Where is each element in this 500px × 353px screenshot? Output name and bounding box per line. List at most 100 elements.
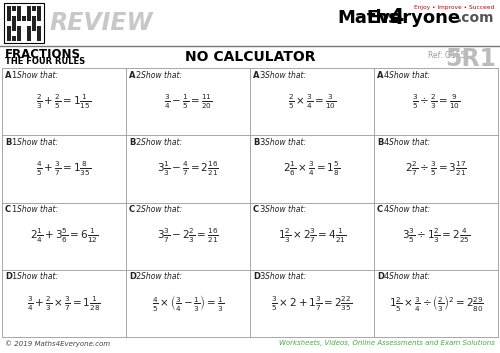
Bar bbox=[12, 21, 16, 25]
Bar bbox=[26, 6, 31, 11]
Text: Show that:: Show that: bbox=[141, 71, 182, 79]
Bar bbox=[26, 26, 31, 30]
Bar bbox=[4, 3, 44, 43]
Text: Show that:: Show that: bbox=[17, 71, 58, 79]
Bar bbox=[16, 16, 21, 20]
Text: Show that:: Show that: bbox=[265, 71, 306, 79]
Bar bbox=[16, 31, 21, 36]
Text: Worksheets, Videos, Online Assessments and Exam Solutions: Worksheets, Videos, Online Assessments a… bbox=[279, 340, 495, 346]
Text: B: B bbox=[377, 138, 384, 147]
Text: Show that:: Show that: bbox=[17, 138, 58, 147]
Text: .com: .com bbox=[456, 11, 494, 25]
Text: A: A bbox=[377, 71, 384, 79]
Text: A: A bbox=[129, 71, 136, 79]
Bar bbox=[36, 16, 41, 20]
Bar bbox=[6, 6, 11, 11]
Bar bbox=[36, 11, 41, 16]
Text: 2: 2 bbox=[136, 205, 141, 214]
Bar bbox=[36, 31, 41, 36]
Text: C: C bbox=[5, 205, 11, 214]
Text: 4: 4 bbox=[384, 272, 389, 281]
Bar bbox=[6, 11, 11, 16]
Text: Show that:: Show that: bbox=[389, 272, 430, 281]
Text: $3\frac{1}{3}-\frac{4}{7}=2\frac{16}{21}$: $3\frac{1}{3}-\frac{4}{7}=2\frac{16}{21}… bbox=[157, 160, 219, 178]
Bar bbox=[36, 6, 41, 11]
Text: $1\frac{2}{3}\times2\frac{3}{7}=4\frac{1}{21}$: $1\frac{2}{3}\times2\frac{3}{7}=4\frac{1… bbox=[278, 227, 346, 245]
Text: © 2019 Maths4Everyone.com: © 2019 Maths4Everyone.com bbox=[5, 340, 110, 347]
Text: Show that:: Show that: bbox=[265, 138, 306, 147]
Bar bbox=[12, 6, 16, 11]
Text: $3\frac{3}{5}\div1\frac{2}{3}=2\frac{4}{25}$: $3\frac{3}{5}\div1\frac{2}{3}=2\frac{4}{… bbox=[402, 227, 470, 245]
Text: $\frac{4}{5}\times\left(\frac{3}{4}-\frac{1}{3}\right)=\frac{1}{3}$: $\frac{4}{5}\times\left(\frac{3}{4}-\fra… bbox=[152, 293, 224, 313]
Text: B: B bbox=[5, 138, 12, 147]
Text: D: D bbox=[5, 272, 12, 281]
Text: $2\frac{1}{4}+3\frac{5}{6}=6\frac{1}{12}$: $2\frac{1}{4}+3\frac{5}{6}=6\frac{1}{12}… bbox=[30, 227, 98, 245]
Text: 3: 3 bbox=[260, 205, 265, 214]
Text: 2: 2 bbox=[136, 138, 141, 147]
Bar bbox=[2, 68, 498, 337]
Bar bbox=[6, 16, 11, 20]
Text: 1: 1 bbox=[12, 138, 17, 147]
Bar bbox=[16, 6, 21, 11]
Text: D: D bbox=[253, 272, 260, 281]
Text: 3: 3 bbox=[260, 71, 265, 79]
Text: 1: 1 bbox=[12, 272, 17, 281]
Text: 2: 2 bbox=[136, 272, 141, 281]
Text: $2\frac{2}{7}\div\frac{3}{5}=3\frac{17}{21}$: $2\frac{2}{7}\div\frac{3}{5}=3\frac{17}{… bbox=[405, 160, 467, 178]
Text: REVIEW: REVIEW bbox=[50, 11, 154, 35]
Text: 2: 2 bbox=[136, 71, 141, 79]
Text: 4: 4 bbox=[384, 138, 389, 147]
Bar bbox=[6, 36, 11, 41]
Text: Show that:: Show that: bbox=[265, 205, 306, 214]
Text: $3\frac{3}{7}-2\frac{2}{3}=\frac{16}{21}$: $3\frac{3}{7}-2\frac{2}{3}=\frac{16}{21}… bbox=[157, 227, 219, 245]
Text: THE FOUR RULES: THE FOUR RULES bbox=[5, 58, 85, 66]
Text: D: D bbox=[377, 272, 384, 281]
Text: 4: 4 bbox=[390, 8, 404, 28]
Text: Show that:: Show that: bbox=[265, 272, 306, 281]
Bar bbox=[22, 16, 26, 20]
Text: Show that:: Show that: bbox=[141, 205, 182, 214]
Text: $\frac{4}{5}+\frac{3}{7}=1\frac{8}{35}$: $\frac{4}{5}+\frac{3}{7}=1\frac{8}{35}$ bbox=[36, 160, 92, 178]
Text: A: A bbox=[253, 71, 260, 79]
Text: 4: 4 bbox=[384, 205, 389, 214]
Text: Show that:: Show that: bbox=[389, 138, 430, 147]
Text: 3: 3 bbox=[260, 138, 265, 147]
Text: Everyone: Everyone bbox=[367, 9, 461, 27]
Text: Show that:: Show that: bbox=[389, 71, 430, 79]
Text: 1: 1 bbox=[12, 205, 17, 214]
Bar bbox=[12, 16, 16, 20]
Text: Show that:: Show that: bbox=[141, 272, 182, 281]
Text: Show that:: Show that: bbox=[17, 205, 58, 214]
Text: FRACTIONS: FRACTIONS bbox=[5, 48, 81, 61]
Text: B: B bbox=[253, 138, 260, 147]
Text: C: C bbox=[377, 205, 383, 214]
Text: 5R1: 5R1 bbox=[445, 47, 496, 71]
Bar bbox=[12, 36, 16, 41]
Bar bbox=[16, 11, 21, 16]
Text: Maths: Maths bbox=[337, 9, 399, 27]
Bar bbox=[26, 16, 31, 20]
Bar bbox=[12, 26, 16, 30]
Text: $\frac{3}{5}\times2+1\frac{3}{7}=2\frac{22}{35}$: $\frac{3}{5}\times2+1\frac{3}{7}=2\frac{… bbox=[272, 294, 352, 313]
Text: Show that:: Show that: bbox=[17, 272, 58, 281]
Text: $\frac{3}{5}\div\frac{2}{3}=\frac{9}{10}$: $\frac{3}{5}\div\frac{2}{3}=\frac{9}{10}… bbox=[412, 92, 461, 111]
Text: C: C bbox=[129, 205, 135, 214]
Text: $\frac{2}{3}+\frac{2}{5}=1\frac{1}{15}$: $\frac{2}{3}+\frac{2}{5}=1\frac{1}{15}$ bbox=[36, 92, 92, 111]
Text: $1\frac{2}{5}\times\frac{3}{4}\div\left(\frac{2}{3}\right)^{2}=2\frac{29}{80}$: $1\frac{2}{5}\times\frac{3}{4}\div\left(… bbox=[388, 293, 484, 313]
Bar bbox=[6, 31, 11, 36]
Text: $\frac{3}{4}-\frac{1}{5}=\frac{11}{20}$: $\frac{3}{4}-\frac{1}{5}=\frac{11}{20}$ bbox=[164, 92, 212, 111]
Text: Show that:: Show that: bbox=[141, 138, 182, 147]
Text: C: C bbox=[253, 205, 259, 214]
Bar bbox=[36, 36, 41, 41]
Bar bbox=[26, 11, 31, 16]
Bar bbox=[26, 36, 31, 41]
Text: NO CALCULATOR: NO CALCULATOR bbox=[185, 50, 316, 64]
Text: $\frac{2}{5}\times\frac{3}{4}=\frac{3}{10}$: $\frac{2}{5}\times\frac{3}{4}=\frac{3}{1… bbox=[288, 92, 337, 111]
Text: B: B bbox=[129, 138, 136, 147]
Text: $\frac{3}{4}+\frac{2}{3}\times\frac{3}{7}=1\frac{1}{28}$: $\frac{3}{4}+\frac{2}{3}\times\frac{3}{7… bbox=[27, 294, 101, 313]
Text: Ref: G155: Ref: G155 bbox=[428, 51, 466, 60]
Text: Enjoy • Improve • Succeed: Enjoy • Improve • Succeed bbox=[414, 6, 494, 11]
Text: 3: 3 bbox=[260, 272, 265, 281]
Bar bbox=[16, 36, 21, 41]
Bar bbox=[32, 6, 36, 11]
